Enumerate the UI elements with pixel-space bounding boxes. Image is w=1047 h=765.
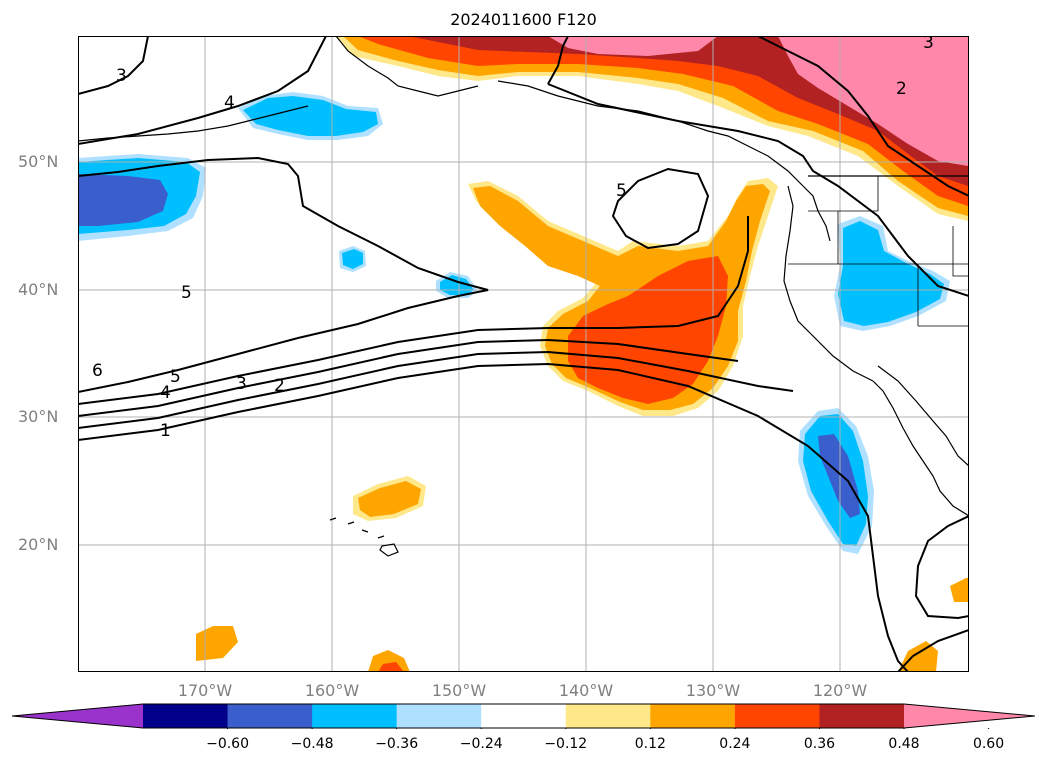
shaded-region-south-3 [898, 641, 938, 672]
colorbar-segment [819, 704, 905, 728]
colorbar-outline [12, 703, 1035, 729]
shaded-region-east-edge [950, 578, 969, 602]
map-plot-area: 3 4 5 5 6 5 4 3 2 1 2 3 [78, 36, 969, 672]
colorbar-tick-label: 0.60 [972, 736, 1005, 752]
colorbar-segment [396, 704, 482, 728]
contour-line-right-ridge [757, 36, 969, 197]
contour-line-4b [78, 36, 327, 145]
lat-label-40: 40°N [18, 280, 59, 299]
lon-label-170w: 170°W [177, 681, 233, 700]
contour-label: 3 [236, 374, 247, 394]
contour-label: 3 [923, 36, 934, 53]
shaded-region-alaska-pink-west [548, 36, 718, 56]
contour-label: 4 [160, 383, 171, 403]
colorbar-segment [312, 704, 398, 728]
contour-label: 5 [170, 367, 181, 387]
colorbar-segment [227, 704, 313, 728]
border-states-2 [808, 210, 878, 264]
contour-label: 1 [160, 421, 171, 441]
lon-label-150w: 150°W [431, 681, 487, 700]
colorbar-segment [481, 704, 567, 728]
colorbar [12, 703, 1035, 729]
lat-label-50: 50°N [18, 152, 59, 171]
colorbar-tick-label: −0.48 [290, 736, 334, 752]
contour-line-4 [78, 216, 749, 405]
contour-line-1 [78, 362, 909, 672]
contour-line-2 [78, 350, 794, 429]
shaded-region-baja-blue [818, 434, 860, 518]
contour-line-5b [611, 167, 710, 250]
map-title: 2024011600 F120 [450, 10, 597, 29]
shaded-field-layer [78, 36, 969, 672]
colorbar-tick-label: 0.12 [634, 736, 666, 752]
coast-baja [872, 380, 969, 517]
contour-label: 3 [116, 66, 127, 86]
contour-label: 2 [896, 79, 907, 99]
contour-line-3 [78, 338, 739, 417]
shaded-region-alaska-pink-east [778, 36, 968, 166]
lat-label-20: 20°N [18, 535, 59, 554]
lon-label-120w: 120°W [812, 681, 868, 700]
lon-label-140w: 140°W [558, 681, 614, 700]
coast-hawaii [329, 517, 399, 557]
contour-line-top-east [547, 36, 969, 297]
coast-alaska [335, 36, 804, 187]
lat-label-30: 30°N [18, 407, 59, 426]
colorbar-tick-label: −0.24 [459, 736, 503, 752]
colorbar-segments [12, 703, 1035, 729]
colorbar-tick-label: −0.36 [375, 736, 419, 752]
contour-label: 4 [224, 93, 235, 113]
colorbar-tick-label: 0.24 [719, 736, 751, 752]
shaded-region-central-red [568, 256, 728, 404]
contour-labels: 3 4 5 5 6 5 4 3 2 1 2 3 [92, 36, 934, 441]
contour-line-5 [78, 156, 489, 393]
colorbar-segment [650, 704, 736, 728]
border-states-1 [788, 176, 969, 327]
contour-label: 6 [92, 361, 103, 381]
contour-label: 2 [274, 376, 285, 396]
contour-line-3b [78, 36, 149, 95]
colorbar-segment [734, 704, 820, 728]
colorbar-tick-label: −0.12 [544, 736, 588, 752]
contour-line-east-low-2 [897, 629, 969, 672]
colorbar-tick-label: 0.48 [888, 736, 920, 752]
coast-bc [802, 185, 831, 242]
shaded-region-west-blue [78, 174, 168, 226]
lon-label-160w: 160°W [304, 681, 360, 700]
shaded-region-south-1 [196, 626, 238, 661]
contour-lines [78, 36, 969, 672]
colorbar-segment [143, 704, 229, 728]
shaded-region-small-cold-1b [342, 249, 363, 269]
contour-label: 5 [616, 181, 627, 201]
shaded-region-east-cyan [838, 221, 944, 326]
gridlines [78, 36, 969, 672]
colorbar-tick-label: −0.60 [206, 736, 249, 752]
coast-mexico-mainland [877, 365, 969, 467]
colorbar-tick-label: 0.36 [803, 736, 836, 752]
shaded-region-south-2-red [378, 662, 404, 672]
map-canvas: 3 4 5 5 6 5 4 3 2 1 2 3 [78, 36, 969, 672]
colorbar-extend-low [12, 704, 143, 728]
colorbar-extend-high [904, 704, 1035, 728]
lon-label-130w: 130°W [685, 681, 741, 700]
coast-us-west [783, 185, 874, 382]
colorbar-segment [565, 704, 651, 728]
shaded-region-aleutian-cyan [243, 96, 378, 136]
shaded-region-hawaii-orange [358, 481, 421, 517]
contour-line-east-low [914, 515, 969, 620]
contour-label: 5 [181, 283, 192, 303]
